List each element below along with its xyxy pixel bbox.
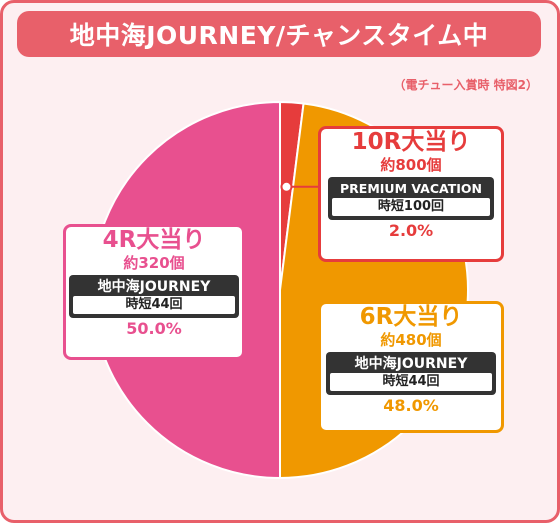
slice-percent-4r: 50.0%: [126, 319, 182, 338]
slice-approx-6r: 約480個: [380, 331, 442, 349]
mode-name-6r: 地中海JOURNEY: [354, 356, 468, 372]
slice-label-4r: 4R大当り 約320個 地中海JOURNEY 時短44回 50.0%: [63, 224, 245, 360]
slice-name-6r: 6R大当り: [359, 304, 463, 330]
slice-approx-4r: 約320個: [123, 254, 185, 272]
slice-percent-10r: 2.0%: [388, 221, 434, 240]
jitan-10r: 時短100回: [332, 198, 490, 216]
slice-percent-6r: 48.0%: [383, 396, 439, 415]
slice-label-6r: 6R大当り 約480個 地中海JOURNEY 時短44回 48.0%: [318, 301, 504, 433]
slice-label-10r: 10R大当り 約800個 PREMIUM VACATION 時短100回 2.0…: [318, 126, 504, 262]
jitan-4r: 時短44回: [73, 296, 235, 314]
mode-box-10r: PREMIUM VACATION 時短100回: [328, 177, 494, 220]
mode-box-4r: 地中海JOURNEY 時短44回: [69, 275, 239, 318]
chart-title: 地中海JOURNEY/チャンスタイム中: [17, 11, 541, 57]
slice-approx-10r: 約800個: [380, 156, 442, 174]
slice-name-10r: 10R大当り: [351, 129, 471, 155]
mode-box-6r: 地中海JOURNEY 時短44回: [326, 352, 496, 395]
jitan-6r: 時短44回: [330, 373, 492, 391]
leader-dot-10r: [280, 180, 293, 193]
slice-name-4r: 4R大当り: [102, 227, 206, 253]
chart-title-text: 地中海JOURNEY/チャンスタイム中: [69, 21, 489, 50]
mode-name-10r: PREMIUM VACATION: [340, 181, 482, 196]
chart-note: （電チュー入賞時 特図2）: [393, 78, 538, 92]
mode-name-4r: 地中海JOURNEY: [97, 279, 211, 295]
